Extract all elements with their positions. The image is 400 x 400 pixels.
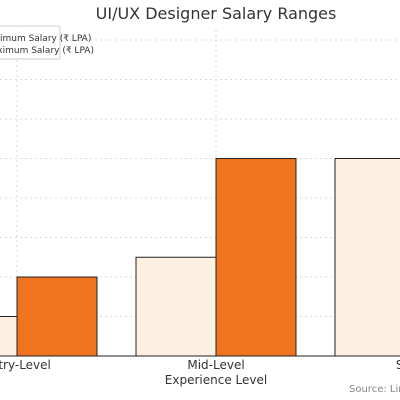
bar-mid-level-maximum <box>215 158 297 356</box>
legend-box <box>0 25 61 60</box>
x-tick-label-senior: Senior <box>396 358 400 372</box>
legend-label-2: Maximum Salary (₹ LPA) <box>0 46 94 56</box>
bar-entry-level-minimum <box>0 316 18 356</box>
bars <box>0 158 400 356</box>
legend: Minimum Salary (₹ LPA) Maximum Salary (₹ … <box>0 25 94 60</box>
bar-entry-level-maximum <box>16 276 98 356</box>
legend-label-1: Minimum Salary (₹ LPA) <box>0 34 91 44</box>
x-tick-label-entry-level: Entry-Level <box>0 358 51 372</box>
x-axis-label: Experience Level <box>165 373 267 387</box>
x-tick-label-mid-level: Mid-Level <box>187 358 244 372</box>
x-tick-labels: Entry-Level Mid-Level Senior <box>0 358 400 372</box>
bar-senior-minimum <box>334 158 400 356</box>
chart-title: UI/UX Designer Salary Ranges <box>96 4 337 23</box>
source-note: Source: LinkedIn <box>349 384 400 395</box>
bar-mid-level-minimum <box>135 256 217 356</box>
